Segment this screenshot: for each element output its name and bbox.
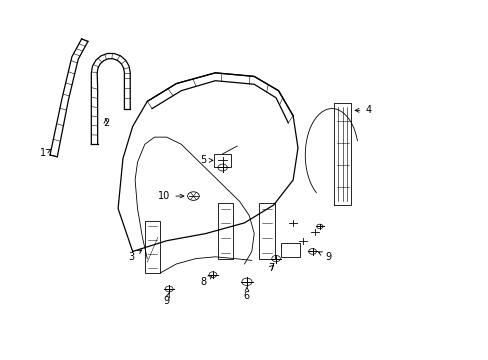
Bar (213, 154, 231, 167)
Text: 9: 9 (163, 293, 169, 306)
Text: 4: 4 (354, 105, 371, 115)
Text: 5: 5 (200, 156, 212, 165)
Text: 7: 7 (267, 262, 274, 273)
Text: 6: 6 (244, 287, 249, 301)
Text: 1: 1 (40, 148, 51, 158)
Text: 9: 9 (318, 252, 330, 262)
Bar (281, 243, 300, 257)
Text: 10: 10 (158, 191, 183, 201)
Bar (217, 203, 233, 258)
Text: 2: 2 (102, 118, 109, 128)
Text: 3: 3 (128, 250, 142, 262)
Bar (144, 221, 160, 273)
Text: 8: 8 (200, 275, 212, 287)
Bar (259, 203, 274, 258)
